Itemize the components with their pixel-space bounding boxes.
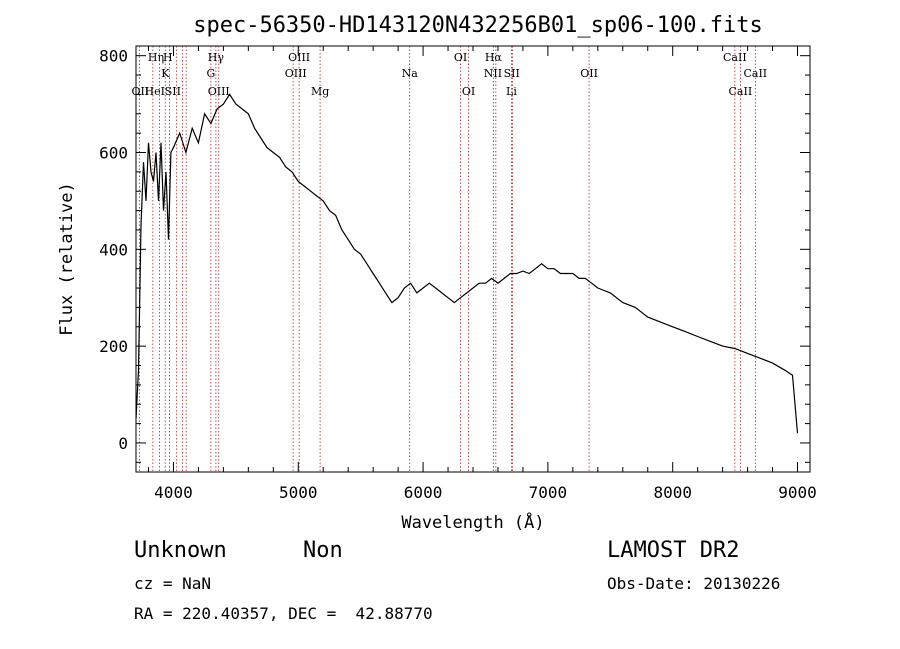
x-tick-label: 6000 (404, 483, 443, 502)
ra-dec: RA = 220.40357, DEC = 42.88770 (134, 604, 433, 623)
redshift-cz: cz = NaN (134, 574, 212, 593)
line-label: H (163, 51, 173, 64)
y-tick-label: 0 (118, 434, 128, 453)
spectrum-line (135, 93, 799, 434)
line-label: K (161, 67, 170, 80)
y-tick-label: 800 (99, 47, 128, 66)
emission-line-markers (138, 46, 756, 472)
line-label: OIII (285, 67, 307, 80)
line-label: OIII (288, 51, 310, 64)
line-label: OIII (208, 85, 230, 98)
plot-frame (135, 45, 811, 473)
survey-name: LAMOST DR2 (607, 538, 740, 563)
line-label: NII (484, 67, 502, 80)
object-subclass: Non (303, 538, 343, 563)
axis-ticks: 4000 5000 6000 7000 8000 9000 0 200 400 600 800 (99, 46, 817, 502)
x-tick-label: 7000 (529, 483, 568, 502)
y-tick-label: 400 (99, 240, 128, 259)
line-label: SII (504, 67, 520, 80)
line-label: Li (506, 85, 517, 98)
object-class: Unknown (134, 538, 227, 563)
x-tick-label: 9000 (778, 483, 817, 502)
line-label: Hη (148, 51, 164, 64)
y-axis-label: Flux (relative) (57, 182, 77, 336)
line-label: G (206, 67, 215, 80)
chart-title: spec-56350-HD143120N432256B01_sp06-100.f… (193, 13, 763, 38)
obs-date: Obs-Date: 20130226 (607, 574, 781, 593)
line-label: HeI (144, 85, 164, 98)
line-label: Hγ (208, 51, 225, 64)
line-label: Na (402, 67, 419, 80)
line-label: CaII (723, 51, 747, 64)
line-label: OII (580, 67, 598, 80)
line-label: OI (462, 85, 475, 98)
line-label: CaII (729, 85, 753, 98)
x-tick-label: 4000 (154, 483, 193, 502)
y-tick-label: 600 (99, 144, 128, 163)
line-label: OI (454, 51, 467, 64)
line-label: SII (165, 85, 181, 98)
line-label: Mg (311, 85, 329, 98)
x-tick-label: 8000 (653, 483, 692, 502)
x-tick-label: 5000 (279, 483, 318, 502)
y-tick-label: 200 (99, 337, 128, 356)
x-axis-label: Wavelength (Å) (401, 511, 544, 533)
line-label: Hα (485, 51, 503, 64)
line-label: CaII (743, 67, 767, 80)
